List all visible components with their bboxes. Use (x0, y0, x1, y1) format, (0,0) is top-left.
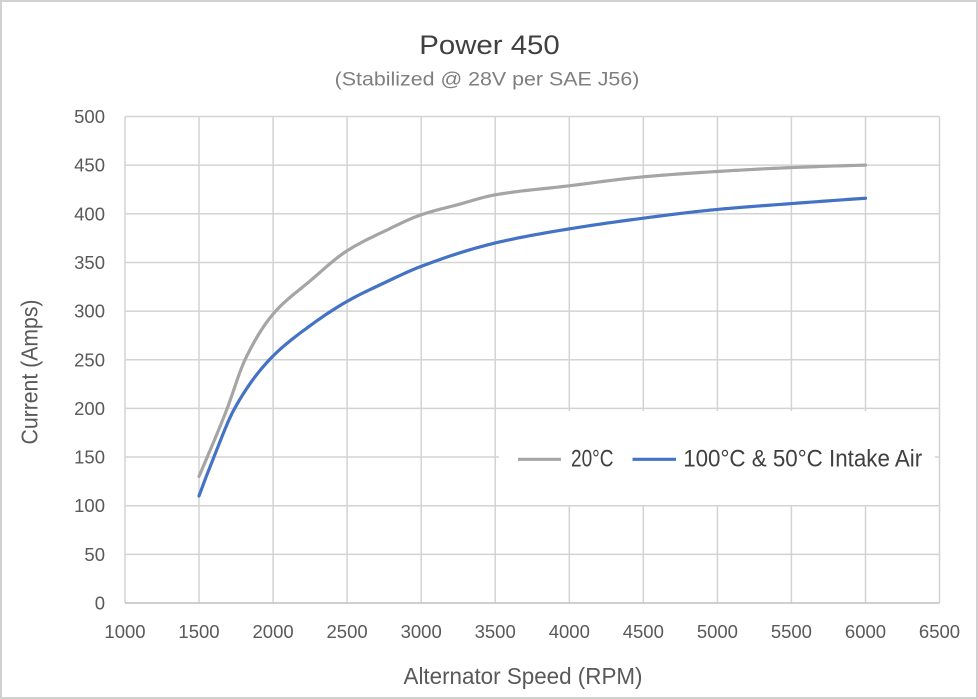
svg-text:2500: 2500 (327, 621, 368, 642)
svg-text:400: 400 (74, 203, 105, 224)
svg-text:Current (Amps): Current (Amps) (16, 300, 42, 445)
svg-text:3000: 3000 (401, 621, 442, 642)
svg-text:6000: 6000 (845, 621, 886, 642)
svg-text:(Stabilized @ 28V per SAE J56): (Stabilized @ 28V per SAE J56) (335, 69, 640, 91)
svg-text:Alternator Speed (RPM): Alternator Speed (RPM) (404, 663, 643, 689)
svg-text:6500: 6500 (919, 621, 960, 642)
svg-text:2000: 2000 (253, 621, 294, 642)
svg-text:4500: 4500 (623, 621, 664, 642)
svg-text:1000: 1000 (104, 621, 145, 642)
svg-text:150: 150 (74, 447, 105, 468)
svg-text:500: 500 (74, 106, 105, 127)
svg-text:100°C & 50°C Intake Air: 100°C & 50°C Intake Air (683, 446, 922, 473)
svg-text:1500: 1500 (178, 621, 219, 642)
svg-text:Power 450: Power 450 (419, 30, 560, 60)
svg-text:250: 250 (74, 349, 105, 370)
svg-text:20°C: 20°C (571, 446, 614, 473)
svg-text:50: 50 (84, 544, 105, 565)
svg-text:0: 0 (95, 593, 105, 614)
svg-text:450: 450 (74, 155, 105, 176)
svg-text:100: 100 (74, 495, 105, 516)
svg-text:300: 300 (74, 301, 105, 322)
svg-text:3500: 3500 (475, 621, 516, 642)
svg-text:5500: 5500 (771, 621, 812, 642)
svg-text:200: 200 (74, 398, 105, 419)
svg-text:5000: 5000 (697, 621, 738, 642)
svg-text:4000: 4000 (549, 621, 590, 642)
svg-text:350: 350 (74, 252, 105, 273)
